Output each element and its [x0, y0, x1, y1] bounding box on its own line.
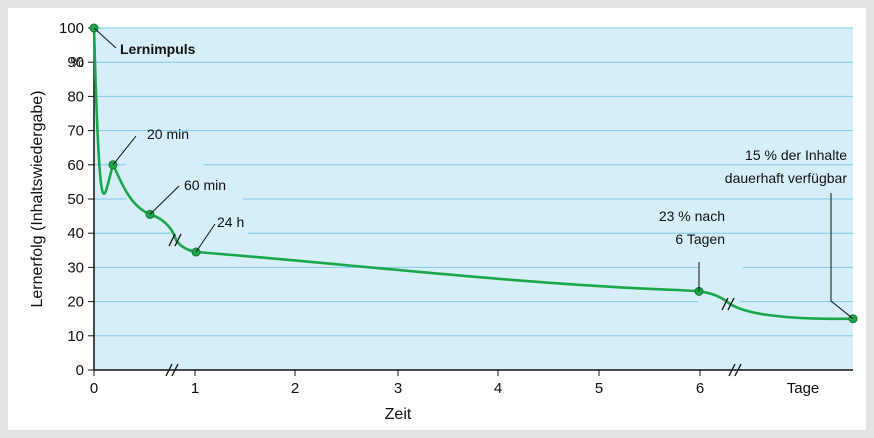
annotation-leader: [112, 135, 137, 166]
x-tick-label: 4: [494, 380, 502, 397]
x-tick-label: 2: [291, 380, 299, 397]
annotation-60min: 60 min: [184, 177, 226, 193]
x-tick-label: 0: [90, 380, 98, 397]
y-tick-label: 10: [67, 328, 84, 345]
y-tick-label: 20: [67, 294, 84, 311]
y-tick-label: 50: [67, 191, 84, 208]
y-axis-title: Lernerfolg (Inhaltswiedergabe): [29, 90, 46, 307]
annotation-lernimpuls: Lernimpuls: [120, 41, 196, 57]
y-tick-label: 90: [67, 54, 84, 71]
annotation-23-percent: 23 % nach: [659, 208, 725, 224]
data-point: [191, 247, 201, 257]
annotation-leader: [93, 27, 117, 49]
y-tick-label: 30: [67, 259, 84, 276]
x-tick-label: 5: [595, 380, 603, 397]
x-tick-label: 6: [696, 380, 704, 397]
y-tick-label: 0: [76, 362, 84, 379]
forgetting-curve-chart: 0 10 20 30 40 50 60 70 80 90 100% 0 1 2 3 4 5 6 Tage Zeit Le…: [29, 20, 858, 423]
y-tick-label: 100: [59, 20, 84, 37]
x-tick-label: 1: [191, 380, 199, 397]
y-unit-label: %: [71, 54, 84, 71]
y-tick-label: 80: [67, 88, 84, 105]
annotation-15-percent: dauerhaft verfügbar: [725, 170, 848, 186]
annotation-23-percent: 6 Tagen: [675, 231, 725, 247]
chart-panel: 0 10 20 30 40 50 60 70 80 90 100% 0 1 2 3 4 5 6 Tage Zeit Le…: [8, 8, 866, 430]
x-axis-break-mark: [728, 363, 742, 377]
annotation-leader: [149, 185, 180, 215]
annotation-20min: 20 min: [147, 126, 189, 142]
curve-break-mark: [168, 233, 182, 247]
y-tick-label: 40: [67, 225, 84, 242]
y-tick-label: 60: [67, 157, 84, 174]
x-unit-label: Tage: [787, 380, 820, 397]
annotation-24h: 24 h: [217, 214, 244, 230]
x-axis-break-mark: [165, 363, 179, 377]
annotation-leader: [830, 193, 854, 320]
y-tick-label: 70: [67, 123, 84, 140]
annotation-15-percent: 15 % der Inhalte: [745, 147, 847, 163]
x-axis-title: Zeit: [385, 406, 412, 423]
annotation-leader: [195, 223, 216, 253]
x-tick-label: 3: [394, 380, 402, 397]
curve-break-mark: [721, 297, 735, 311]
